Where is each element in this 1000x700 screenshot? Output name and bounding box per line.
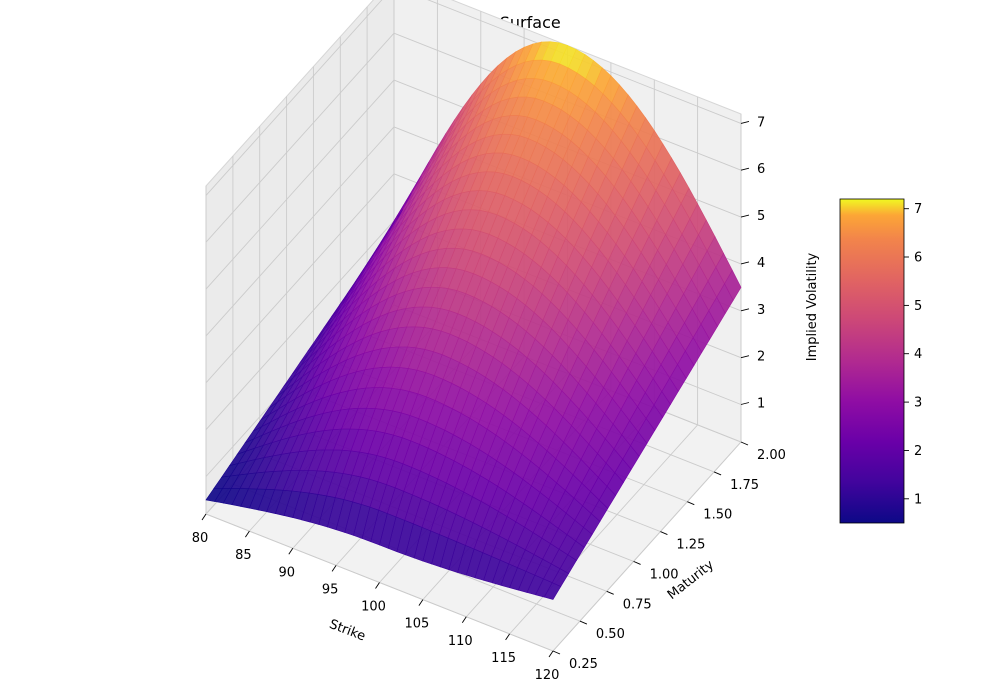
maturity-tick-label: 0.25 (569, 657, 598, 672)
maturity-tick-label: 2.00 (757, 448, 786, 463)
maturity-tick-label: 1.75 (730, 478, 759, 493)
x-axis-label: Strike (327, 617, 367, 644)
vol-tick (740, 308, 750, 312)
axis-ticks: 80 85 90 95 100 105 110 115 120 0.25 0.50 0.75 1.00 1… (192, 115, 786, 683)
maturity-tick (579, 620, 588, 625)
colorbar-tick-label: 4 (914, 347, 922, 362)
maturity-tick (687, 501, 695, 506)
gridline-vol (205, 173, 395, 384)
colorbar-tick-label: 5 (914, 299, 922, 314)
strike-tick-label: 110 (448, 634, 473, 649)
strike-tick (201, 513, 207, 521)
maturity-tick-label: 1.25 (676, 538, 705, 553)
gridline-vol (205, 32, 395, 243)
gridline-strike (552, 441, 742, 652)
strike-tick (288, 548, 294, 555)
colorbar-tick-label: 6 (914, 251, 922, 266)
colorbar-tick-label: 1 (914, 492, 922, 507)
colorbar-tick-label: 7 (914, 202, 922, 217)
strike-tick-label: 115 (491, 651, 516, 666)
maturity-tick-label: 1.00 (650, 567, 679, 582)
vol-tick (740, 355, 750, 359)
strike-tick-label: 95 (322, 582, 339, 597)
colorbar-gradient (839, 198, 905, 524)
maturity-tick (552, 650, 561, 655)
strike-tick (548, 650, 554, 658)
strike-tick-label: 100 (361, 600, 386, 615)
strike-tick-label: 80 (192, 531, 209, 546)
surface-facet (543, 582, 562, 600)
gridline-strike (509, 424, 698, 635)
strike-tick-label: 105 (404, 617, 429, 632)
vol-tick-label: 6 (757, 162, 765, 177)
gridline-vol (205, 79, 395, 290)
maturity-tick (660, 531, 668, 536)
vol-tick-label: 4 (757, 256, 765, 271)
colorbar-tick-label: 2 (914, 444, 922, 459)
strike-tick (245, 530, 250, 538)
z-axis-label: Implied Volatility (805, 252, 820, 361)
strike-tick (461, 616, 467, 624)
vol-tick-label: 7 (757, 115, 765, 130)
maturity-tick (740, 441, 749, 446)
strike-tick-label: 85 (235, 548, 252, 563)
maturity-tick (713, 471, 722, 476)
gridline-vol (205, 220, 395, 431)
gridline-vol (205, 126, 395, 337)
vol-tick (740, 120, 750, 124)
maturity-tick-label: 0.75 (623, 597, 652, 612)
maturity-tick (606, 590, 614, 595)
gridline-vol (205, 0, 383, 196)
vol-tick-label: 2 (757, 350, 765, 365)
maturity-tick-label: 1.50 (703, 508, 732, 523)
strike-tick-label: 120 (535, 668, 560, 683)
strike-tick (505, 633, 510, 641)
colorbar: 1 2 3 4 5 6 7 (839, 198, 922, 524)
strike-tick-label: 90 (279, 565, 296, 580)
colorbar-ticks: 1 2 3 4 5 6 7 (904, 202, 922, 507)
vol-tick-label: 3 (757, 303, 765, 318)
maturity-tick (633, 560, 641, 565)
colorbar-tick-label: 3 (914, 396, 922, 411)
volatility-surface (205, 41, 742, 600)
vol-tick (740, 167, 750, 171)
strike-tick (418, 599, 424, 606)
vol-tick (740, 214, 750, 218)
vol-tick (740, 402, 750, 405)
strike-tick (331, 565, 337, 572)
maturity-tick-label: 0.50 (596, 627, 625, 642)
strike-tick (375, 582, 380, 589)
vol-tick-label: 1 (757, 397, 765, 412)
vol-tick (740, 261, 750, 265)
vol-tick-label: 5 (757, 209, 765, 224)
